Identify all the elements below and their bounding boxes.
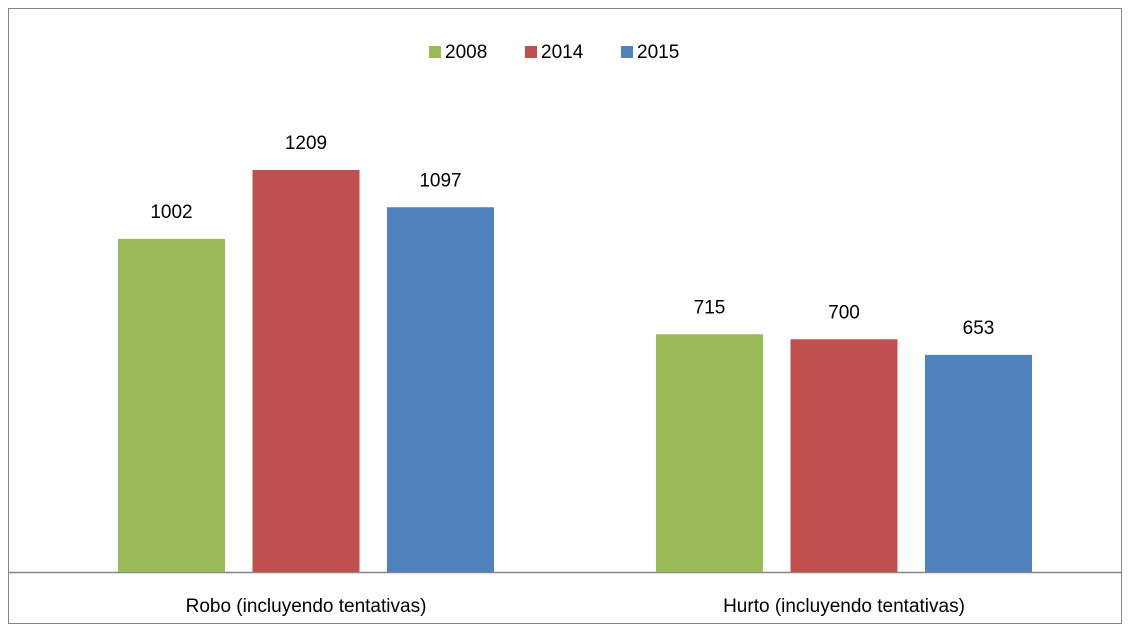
- bar: [118, 238, 225, 572]
- legend-swatch: [429, 46, 441, 58]
- data-label: 715: [694, 297, 726, 318]
- data-label: 653: [963, 318, 995, 339]
- data-label: 700: [828, 302, 860, 323]
- data-label: 1209: [285, 133, 327, 154]
- legend-label: 2015: [637, 42, 679, 63]
- data-label: 1002: [150, 202, 192, 223]
- bar: [925, 354, 1032, 572]
- x-tick-label: Hurto (incluyendo tentativas): [723, 596, 965, 617]
- bar: [790, 339, 898, 572]
- legend-label: 2014: [541, 42, 584, 63]
- bar: [387, 207, 494, 572]
- legend-swatch: [525, 46, 537, 58]
- bar: [252, 170, 360, 572]
- data-label: 1097: [419, 170, 461, 191]
- bar: [656, 334, 763, 572]
- legend-label: 2008: [445, 42, 487, 63]
- legend-swatch: [621, 46, 633, 58]
- x-tick-label: Robo (incluyendo tentativas): [186, 596, 427, 617]
